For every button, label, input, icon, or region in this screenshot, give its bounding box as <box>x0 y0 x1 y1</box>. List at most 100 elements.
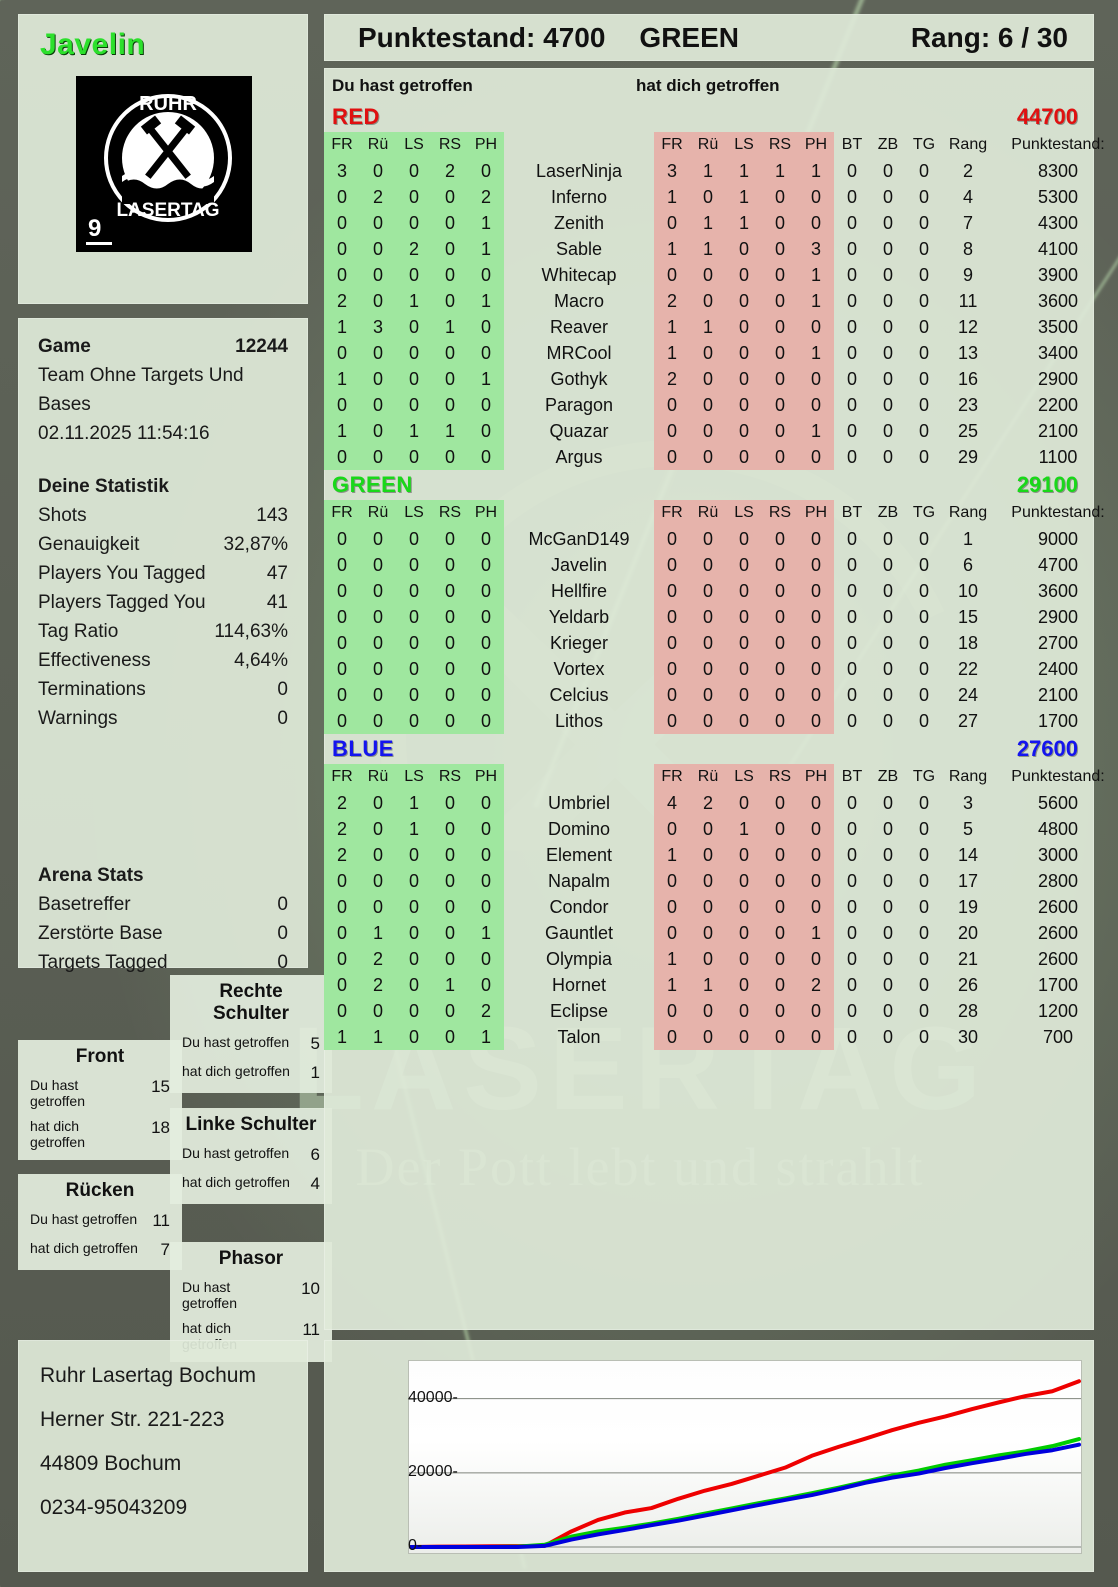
stat-label: Effectiveness <box>38 650 151 671</box>
cell-hit: 1 <box>396 418 432 444</box>
cell-player-name: Javelin <box>550 554 608 575</box>
chart-svg <box>409 1379 1081 1549</box>
cell-score: 5600 <box>1037 792 1079 813</box>
cell-got: 0 <box>726 392 762 418</box>
cell-got: 0 <box>798 656 834 682</box>
arena-stat-value: 0 <box>277 923 288 944</box>
zone-title: Rücken <box>65 1180 135 1201</box>
cell-rank: 10 <box>957 580 979 601</box>
table-row: 0 0 0 0 2 Eclipse 0 0 0 0 0 0 0 0 28 1200 <box>324 998 1118 1024</box>
chart-line-green <box>409 1437 1081 1549</box>
cell-got: 0 <box>654 868 690 894</box>
cell-player-name: Element <box>545 844 613 865</box>
cell-hit: 1 <box>396 816 432 842</box>
cell-hit: 0 <box>360 158 396 184</box>
cell-got: 0 <box>726 552 762 578</box>
cell-got: 0 <box>654 630 690 656</box>
cell-rank: 3 <box>962 792 973 813</box>
cell-hit: 0 <box>396 366 432 392</box>
table-row: 1 1 0 0 1 Talon 0 0 0 0 0 0 0 0 30 700 <box>324 1024 1118 1050</box>
cell-got: 1 <box>726 210 762 236</box>
col-head-got-FR: FR <box>654 764 690 790</box>
cell-hit: 0 <box>324 340 360 366</box>
cell-extra: 0 <box>918 290 929 311</box>
cell-hit: 0 <box>324 552 360 578</box>
cell-hit: 0 <box>360 444 396 470</box>
col-head-got-PH: PH <box>798 764 834 790</box>
chart-plot-area <box>408 1360 1082 1554</box>
cell-score: 2600 <box>1037 922 1079 943</box>
cell-player-name: Gauntlet <box>544 922 614 943</box>
cell-score: 3900 <box>1037 264 1079 285</box>
cell-got: 0 <box>762 604 798 630</box>
cell-extra: 0 <box>918 658 929 679</box>
arena-stat-row: Zerstörte Base 0 <box>38 919 288 948</box>
cell-hit: 0 <box>324 630 360 656</box>
cell-got: 0 <box>726 868 762 894</box>
cell-got: 0 <box>762 1024 798 1050</box>
cell-score: 3600 <box>1037 290 1079 311</box>
cell-got: 0 <box>654 392 690 418</box>
rank-label: Rang: 6 / 30 <box>910 21 1068 53</box>
cell-hit: 0 <box>432 894 468 920</box>
address-lines: Ruhr Lasertag Bochum Herner Str. 221-223 4… <box>18 1354 308 1530</box>
cell-hit: 0 <box>432 708 468 734</box>
cell-got: 0 <box>726 920 762 946</box>
cell-hit: 2 <box>324 790 360 816</box>
cell-hit: 0 <box>468 682 504 708</box>
cell-hit: 1 <box>468 920 504 946</box>
cell-got: 0 <box>798 790 834 816</box>
cell-hit: 0 <box>396 444 432 470</box>
cell-rank: 4 <box>962 186 973 207</box>
cell-extra: 0 <box>846 710 857 731</box>
cell-hit: 0 <box>468 314 504 340</box>
cell-got: 0 <box>726 340 762 366</box>
ruhr-lasertag-logo-icon: RUHR LASERTAG 9 <box>76 76 252 252</box>
cell-extra: 0 <box>846 792 857 813</box>
logo-corner-number: 9 <box>88 215 101 242</box>
stats-list: Shots 143 Genauigkeit 32,87% Players You Tag… <box>38 501 288 733</box>
cell-got: 0 <box>762 708 798 734</box>
stat-label: Genauigkeit <box>38 534 140 555</box>
table-row: 0 0 0 0 1 Zenith 0 1 1 0 0 0 0 0 7 4300 <box>324 210 1118 236</box>
col-head-player <box>504 132 654 158</box>
team-name: GREEN <box>332 472 413 497</box>
cell-extra: 0 <box>846 264 857 285</box>
cell-got: 0 <box>798 210 834 236</box>
cell-got: 0 <box>762 920 798 946</box>
cell-got: 0 <box>690 392 726 418</box>
cell-got: 0 <box>726 972 762 998</box>
col-head-BT: BT <box>841 768 863 785</box>
cell-hit: 0 <box>360 578 396 604</box>
col-head-got-FR: FR <box>654 500 690 526</box>
cell-hit: 0 <box>432 656 468 682</box>
cell-hit: 0 <box>360 288 396 314</box>
cell-rank: 25 <box>957 420 979 441</box>
cell-got: 0 <box>690 630 726 656</box>
cell-extra: 0 <box>882 264 893 285</box>
cell-rank: 7 <box>962 212 973 233</box>
table-row: 0 0 0 0 0 Lithos 0 0 0 0 0 0 0 0 27 1700 <box>324 708 1118 734</box>
cell-hit: 0 <box>324 526 360 552</box>
cell-score: 9000 <box>1037 528 1079 549</box>
cell-extra: 0 <box>882 186 893 207</box>
team-table: FR Rü LS RS PH FR Rü LS RS PH BT ZB TG Rang Punktestan… <box>324 500 1118 734</box>
col-head-hit-LS: LS <box>396 500 432 526</box>
cell-got: 0 <box>798 1024 834 1050</box>
cell-got: 0 <box>798 894 834 920</box>
table-row: 0 0 0 0 0 Vortex 0 0 0 0 0 0 0 0 22 2400 <box>324 656 1118 682</box>
cell-got: 0 <box>690 418 726 444</box>
cell-extra: 0 <box>918 792 929 813</box>
cell-score: 4700 <box>1037 554 1079 575</box>
cell-score: 2800 <box>1037 870 1079 891</box>
cell-hit: 0 <box>360 340 396 366</box>
cell-extra: 0 <box>918 368 929 389</box>
stat-value: 4,64% <box>234 650 288 671</box>
col-head-got-LS: LS <box>726 500 762 526</box>
zone-rechte-schulter: Rechte Schulter Du hast getroffen 5 hat dic… <box>170 975 332 1093</box>
stat-row: Shots 143 <box>38 501 288 530</box>
arena-stat-label: Basetreffer <box>38 894 131 915</box>
col-head-hit-RS: RS <box>432 132 468 158</box>
cell-got: 0 <box>726 682 762 708</box>
cell-extra: 0 <box>846 420 857 441</box>
